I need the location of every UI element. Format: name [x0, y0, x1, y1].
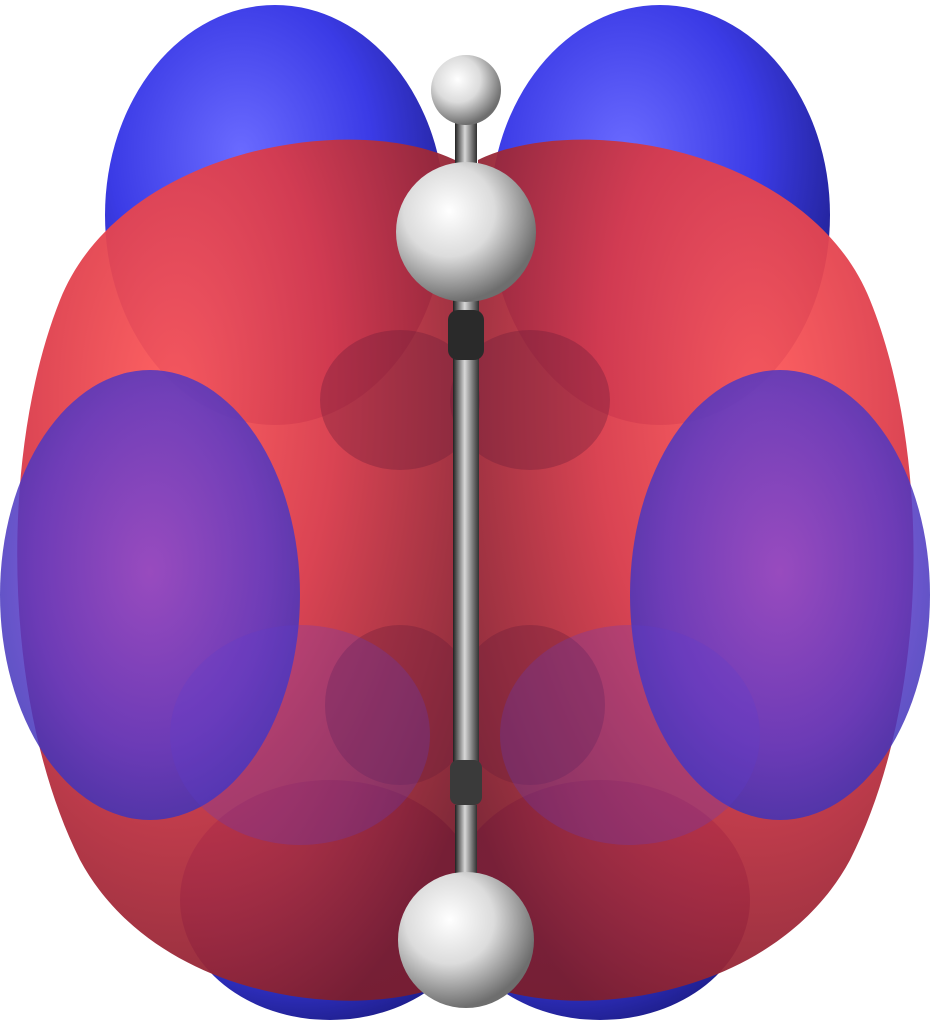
hydrogen-top-back — [431, 55, 501, 165]
red-lobe-right-inner-shade — [450, 330, 610, 470]
red-lobe-right-inner-shade-low — [455, 625, 605, 785]
carbon-backbone — [448, 290, 484, 885]
hydrogen-bottom — [398, 872, 534, 1008]
red-lobe-left-inner-shade — [320, 330, 480, 470]
blue-lobe-mid-right — [630, 370, 930, 820]
blue-lobe-mid-left-faint — [170, 625, 430, 845]
red-lobe-left-inner-shade-low — [325, 625, 475, 785]
blue-lobe-mid-left — [0, 370, 300, 820]
hydrogen-top-front — [396, 162, 536, 302]
negative-lobes-through — [0, 370, 930, 845]
blue-lobe-mid-right-faint — [500, 625, 760, 845]
